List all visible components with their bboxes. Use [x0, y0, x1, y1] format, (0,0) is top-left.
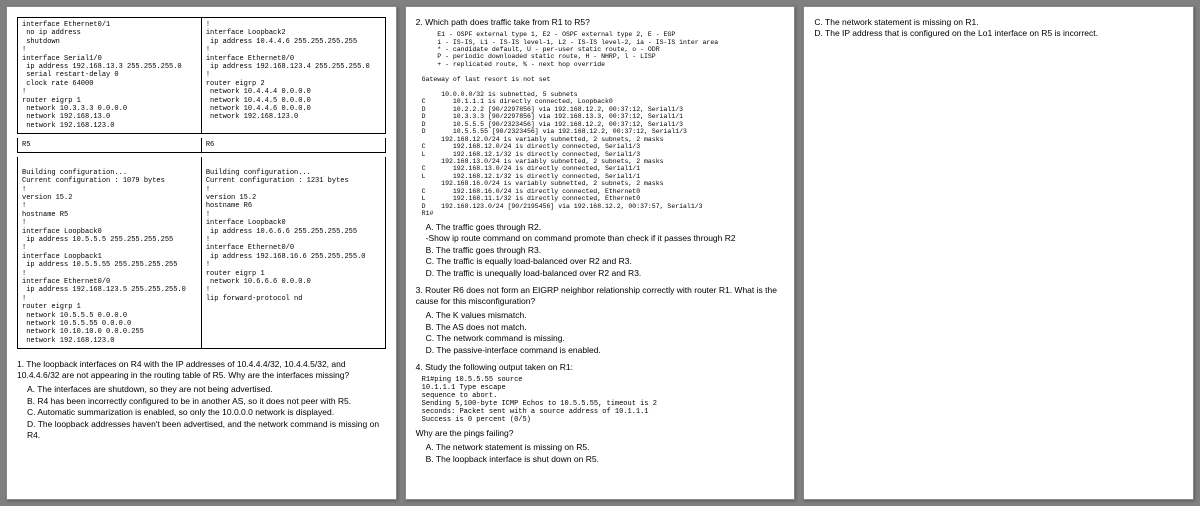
config-box-r4: ! interface Loopback2 ip address 10.4.4.…: [201, 17, 386, 134]
q4-choices: A. The network statement is missing on R…: [416, 442, 785, 465]
q4-choice-c: C. The network statement is missing on R…: [814, 17, 1183, 28]
config-row-headers: R5 R6: [17, 138, 386, 157]
q1-choice-c: C. Automatic summarization is enabled, s…: [27, 407, 386, 418]
header-r5: R5: [17, 138, 201, 153]
config-box-r3: interface Ethernet0/1 no ip address shut…: [17, 17, 201, 134]
config-box-r6: Building configuration... Current config…: [201, 157, 386, 349]
q4-why: Why are the pings failing?: [416, 428, 785, 439]
q4-choices-cont: C. The network statement is missing on R…: [814, 17, 1183, 40]
config-row-bottom: Building configuration... Current config…: [17, 157, 386, 353]
page-1: interface Ethernet0/1 no ip address shut…: [6, 6, 397, 500]
q1-choice-a: A. The interfaces are shutdown, so they …: [27, 384, 386, 395]
config-row-top: interface Ethernet0/1 no ip address shut…: [17, 17, 386, 138]
q1-choice-b: B. R4 has been incorrectly configured to…: [27, 396, 386, 407]
q2-choices: A. The traffic goes through R2. -Show ip…: [416, 222, 785, 279]
q2-choice-c: C. The traffic is equally load-balanced …: [426, 256, 785, 267]
page-3: C. The network statement is missing on R…: [803, 6, 1194, 500]
q3-choice-d: D. The passive-interface command is enab…: [426, 345, 785, 356]
q1-choice-d: D. The loopback addresses haven't been a…: [27, 419, 386, 442]
q3-choice-c: C. The network command is missing.: [426, 333, 785, 344]
q3-choices: A. The K values mismatch. B. The AS does…: [416, 310, 785, 356]
page-2: 2. Which path does traffic take from R1 …: [405, 6, 796, 500]
q4-ping-output: R1#ping 10.5.5.55 source 10.1.1.1 Type e…: [416, 376, 785, 424]
q1-choices: A. The interfaces are shutdown, so they …: [17, 384, 386, 441]
q2-hint: -Show ip route command on command promot…: [426, 233, 785, 244]
config-box-r5: Building configuration... Current config…: [17, 157, 201, 349]
q4-choice-d: D. The IP address that is configured on …: [814, 28, 1183, 39]
header-r6: R6: [201, 138, 386, 153]
q2-choice-d: D. The traffic is unequally load-balance…: [426, 268, 785, 279]
q4-choice-a: A. The network statement is missing on R…: [426, 442, 785, 453]
question-3: 3. Router R6 does not form an EIGRP neig…: [416, 285, 785, 307]
q4-choice-b: B. The loopback interface is shut down o…: [426, 454, 785, 465]
question-2: 2. Which path does traffic take from R1 …: [416, 17, 785, 28]
question-1: 1. The loopback interfaces on R4 with th…: [17, 359, 386, 381]
q2-routing-output: E1 - OSPF external type 1, E2 - OSPF ext…: [416, 31, 785, 218]
q2-choice-a: A. The traffic goes through R2.: [426, 222, 785, 233]
q2-choice-b: B. The traffic goes through R3.: [426, 245, 785, 256]
q3-choice-a: A. The K values mismatch.: [426, 310, 785, 321]
question-4: 4. Study the following output taken on R…: [416, 362, 785, 373]
q3-choice-b: B. The AS does not match.: [426, 322, 785, 333]
